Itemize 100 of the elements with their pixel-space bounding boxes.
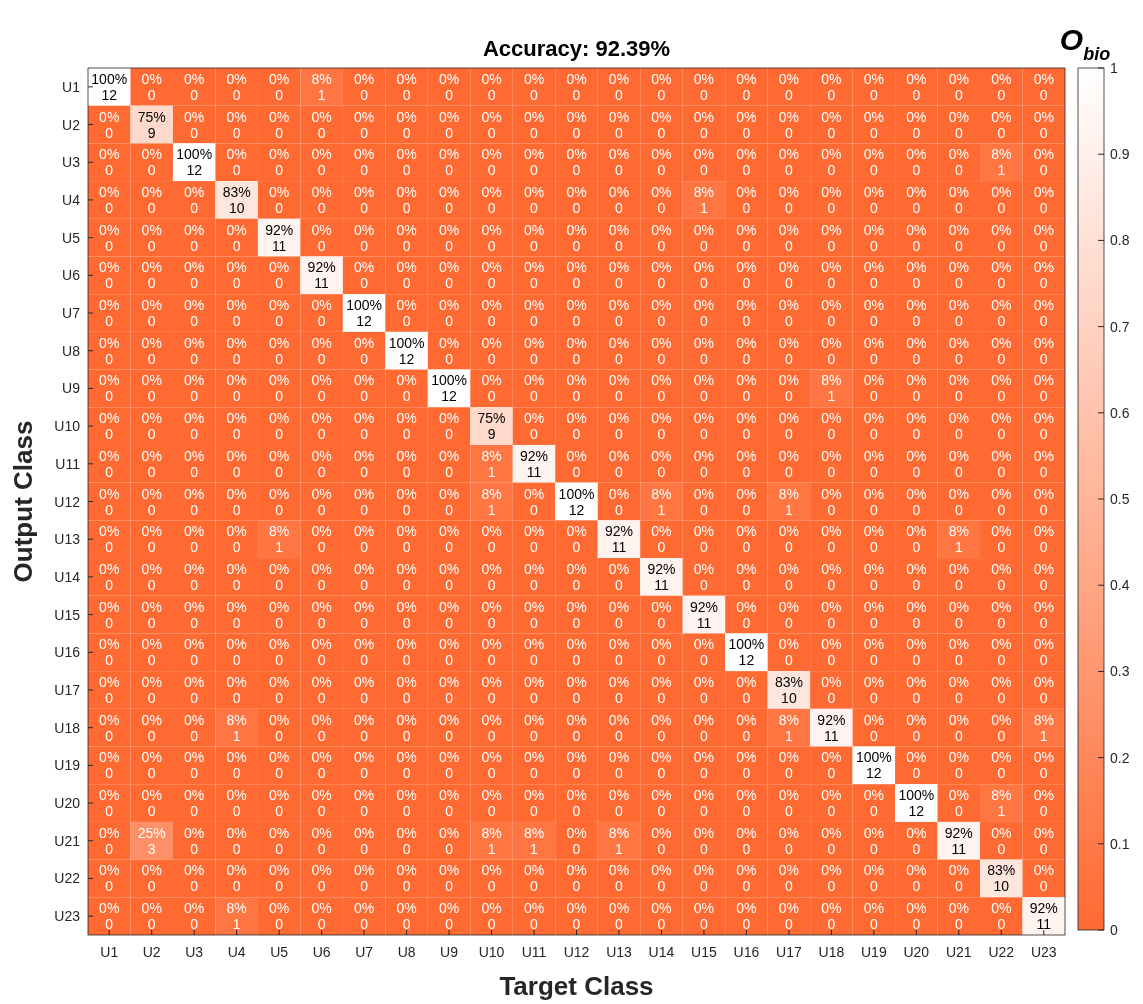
data-label: 0% 0 bbox=[523, 372, 545, 405]
data-label: 0% 0 bbox=[736, 673, 757, 706]
data-label: 0% 0 bbox=[693, 824, 715, 857]
data-label: 0% 0 bbox=[438, 183, 460, 216]
data-label: 0% 0 bbox=[651, 334, 672, 367]
data-label: 0% 0 bbox=[566, 824, 587, 857]
data-label: 0% 0 bbox=[778, 560, 800, 593]
data-label: 0% 0 bbox=[481, 598, 502, 631]
data-label: 0% 0 bbox=[141, 183, 162, 216]
data-label: 0% 0 bbox=[778, 372, 800, 405]
data-label: 0% 0 bbox=[353, 862, 375, 895]
data-label: 0% 0 bbox=[778, 297, 800, 330]
x-tick-label: U22 bbox=[988, 944, 1015, 960]
data-label: 0% 0 bbox=[269, 673, 290, 706]
data-label: 0% 0 bbox=[396, 862, 417, 895]
data-label: 0% 0 bbox=[863, 146, 884, 179]
color-bar-label: 0.5 bbox=[1110, 491, 1130, 507]
data-label: 0% 0 bbox=[906, 598, 927, 631]
data-label: 0% 0 bbox=[736, 900, 757, 933]
data-label: 0% 0 bbox=[948, 862, 969, 895]
data-label: 0% 0 bbox=[566, 183, 587, 216]
data-label: 0% 0 bbox=[353, 560, 375, 593]
data-label: 0% 0 bbox=[396, 297, 417, 330]
data-label: 0% 0 bbox=[821, 636, 842, 669]
y-tick-label: U20 bbox=[54, 795, 81, 812]
data-label: 0% 0 bbox=[269, 824, 290, 857]
x-tick-label: U19 bbox=[861, 944, 887, 960]
data-label: 0% 0 bbox=[523, 673, 545, 706]
data-label: 0% 0 bbox=[651, 297, 672, 330]
data-label: 100% 12 bbox=[388, 334, 425, 367]
data-label: 83% 10 bbox=[987, 862, 1016, 895]
data-label: 0% 0 bbox=[863, 560, 884, 593]
data-label: 0% 0 bbox=[608, 787, 630, 820]
y-tick-label: U12 bbox=[54, 493, 81, 510]
x-tick-label: U10 bbox=[478, 944, 505, 960]
data-label: 0% 0 bbox=[991, 673, 1012, 706]
data-label: 0% 0 bbox=[226, 749, 247, 782]
data-label: 0% 0 bbox=[991, 711, 1012, 744]
data-label: 0% 0 bbox=[693, 636, 715, 669]
data-label: 0% 0 bbox=[99, 410, 120, 443]
y-tick-label: U1 bbox=[62, 78, 81, 95]
data-label: 0% 0 bbox=[353, 598, 375, 631]
data-label: 0% 0 bbox=[99, 334, 120, 367]
data-label: 0% 0 bbox=[481, 297, 502, 330]
data-label: 100% 12 bbox=[346, 297, 383, 330]
data-label: 0% 0 bbox=[184, 108, 205, 141]
data-label: 0% 0 bbox=[226, 70, 247, 103]
data-label: 0% 0 bbox=[821, 146, 842, 179]
data-label: 0% 0 bbox=[948, 221, 969, 254]
data-label: 0% 0 bbox=[311, 183, 332, 216]
data-label: 0% 0 bbox=[353, 787, 375, 820]
data-label: 0% 0 bbox=[566, 787, 587, 820]
data-label: 0% 0 bbox=[906, 673, 927, 706]
data-label: 0% 0 bbox=[396, 787, 417, 820]
data-label: 0% 0 bbox=[948, 598, 969, 631]
data-label: 92% 11 bbox=[307, 259, 336, 292]
y-tick-label: U13 bbox=[54, 531, 81, 548]
data-label: 0% 0 bbox=[736, 824, 757, 857]
data-label: 0% 0 bbox=[99, 259, 120, 292]
data-label: 0% 0 bbox=[778, 749, 800, 782]
data-label: 0% 0 bbox=[523, 711, 545, 744]
data-label: 0% 0 bbox=[863, 824, 884, 857]
data-label: 0% 0 bbox=[948, 372, 969, 405]
data-label: 0% 0 bbox=[778, 636, 800, 669]
data-label: 0% 0 bbox=[693, 70, 715, 103]
data-label: 0% 0 bbox=[141, 297, 162, 330]
data-label: 0% 0 bbox=[991, 221, 1012, 254]
data-label: 83% 10 bbox=[222, 183, 251, 216]
color-bar-title: O$_{bio}$ bbox=[1059, 23, 1111, 64]
data-label: 0% 0 bbox=[523, 259, 545, 292]
data-label: 0% 0 bbox=[651, 70, 672, 103]
data-label: 0% 0 bbox=[566, 598, 587, 631]
data-label: 0% 0 bbox=[523, 485, 545, 518]
data-label: 0% 0 bbox=[438, 560, 460, 593]
data-label: 0% 0 bbox=[736, 560, 757, 593]
data-label: 0% 0 bbox=[269, 108, 290, 141]
color-bar-label: 0.8 bbox=[1110, 232, 1130, 249]
data-label: 0% 0 bbox=[184, 824, 205, 857]
data-label: 0% 0 bbox=[481, 259, 502, 292]
data-label: 0% 0 bbox=[311, 447, 332, 480]
data-label: 0% 0 bbox=[481, 560, 502, 593]
data-label: 0% 0 bbox=[1033, 410, 1054, 443]
data-label: 0% 0 bbox=[608, 259, 630, 292]
data-label: 0% 0 bbox=[651, 824, 672, 857]
data-label: 0% 0 bbox=[693, 447, 715, 480]
data-label: 0% 0 bbox=[906, 862, 927, 895]
data-label: 0% 0 bbox=[141, 673, 162, 706]
data-label: 0% 0 bbox=[99, 862, 120, 895]
data-label: 0% 0 bbox=[608, 108, 630, 141]
data-label: 0% 0 bbox=[396, 485, 417, 518]
data-label: 0% 0 bbox=[863, 447, 884, 480]
x-tick-label: U18 bbox=[818, 944, 845, 960]
data-label: 0% 0 bbox=[99, 297, 120, 330]
data-label: 0% 0 bbox=[991, 447, 1012, 480]
data-label: 0% 0 bbox=[269, 560, 290, 593]
data-label: 8% 1 bbox=[311, 70, 332, 103]
data-label: 8% 1 bbox=[481, 824, 502, 857]
data-label: 0% 0 bbox=[99, 146, 120, 179]
x-tick-label: U12 bbox=[563, 944, 590, 960]
data-label: 0% 0 bbox=[311, 824, 332, 857]
